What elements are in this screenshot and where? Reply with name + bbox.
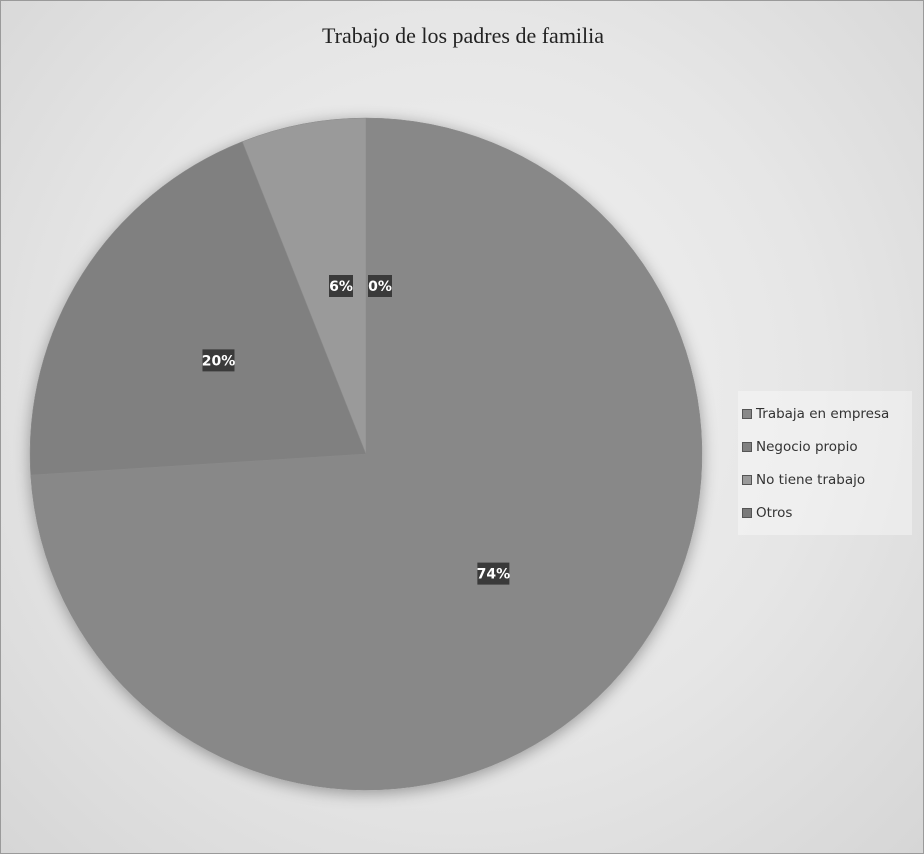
legend-label: Otros <box>756 504 793 521</box>
legend-item-negocio-propio[interactable]: Negocio propio <box>742 430 908 463</box>
data-label-3: 0% <box>368 275 392 297</box>
legend: Trabaja en empresa Negocio propio No tie… <box>738 391 912 535</box>
data-label-text: 74% <box>477 567 511 583</box>
legend-item-otros[interactable]: Otros <box>742 496 908 529</box>
legend-swatch-icon <box>742 408 752 419</box>
pie-slice-1[interactable] <box>29 141 367 476</box>
pie-slice-0[interactable] <box>30 117 703 791</box>
legend-swatch-icon <box>742 507 752 518</box>
data-label-text: 20% <box>202 353 236 369</box>
data-label-box <box>329 275 353 297</box>
legend-item-no-tiene-trabajo[interactable]: No tiene trabajo <box>742 463 908 496</box>
data-label-box <box>368 275 392 297</box>
legend-item-trabaja-en-empresa[interactable]: Trabaja en empresa <box>742 397 908 430</box>
data-label-box <box>477 562 510 585</box>
data-label-1: 20% <box>202 349 236 372</box>
pie-data-labels: 74% 20% 6% 0% <box>202 275 510 585</box>
data-label-2: 6% <box>329 275 353 297</box>
data-label-text: 6% <box>329 279 353 295</box>
legend-label: No tiene trabajo <box>756 471 866 488</box>
legend-label: Trabaja en empresa <box>756 405 890 422</box>
data-label-box <box>202 349 235 372</box>
data-label-text: 0% <box>368 279 392 295</box>
pie-slices <box>29 117 703 791</box>
data-label-0: 74% <box>477 562 511 585</box>
legend-swatch-icon <box>742 441 752 452</box>
chart-title: Trabajo de los padres de familia <box>321 23 605 48</box>
legend-swatch-icon <box>742 474 752 485</box>
pie-slice-2[interactable] <box>241 117 367 455</box>
legend-label: Negocio propio <box>756 438 858 455</box>
